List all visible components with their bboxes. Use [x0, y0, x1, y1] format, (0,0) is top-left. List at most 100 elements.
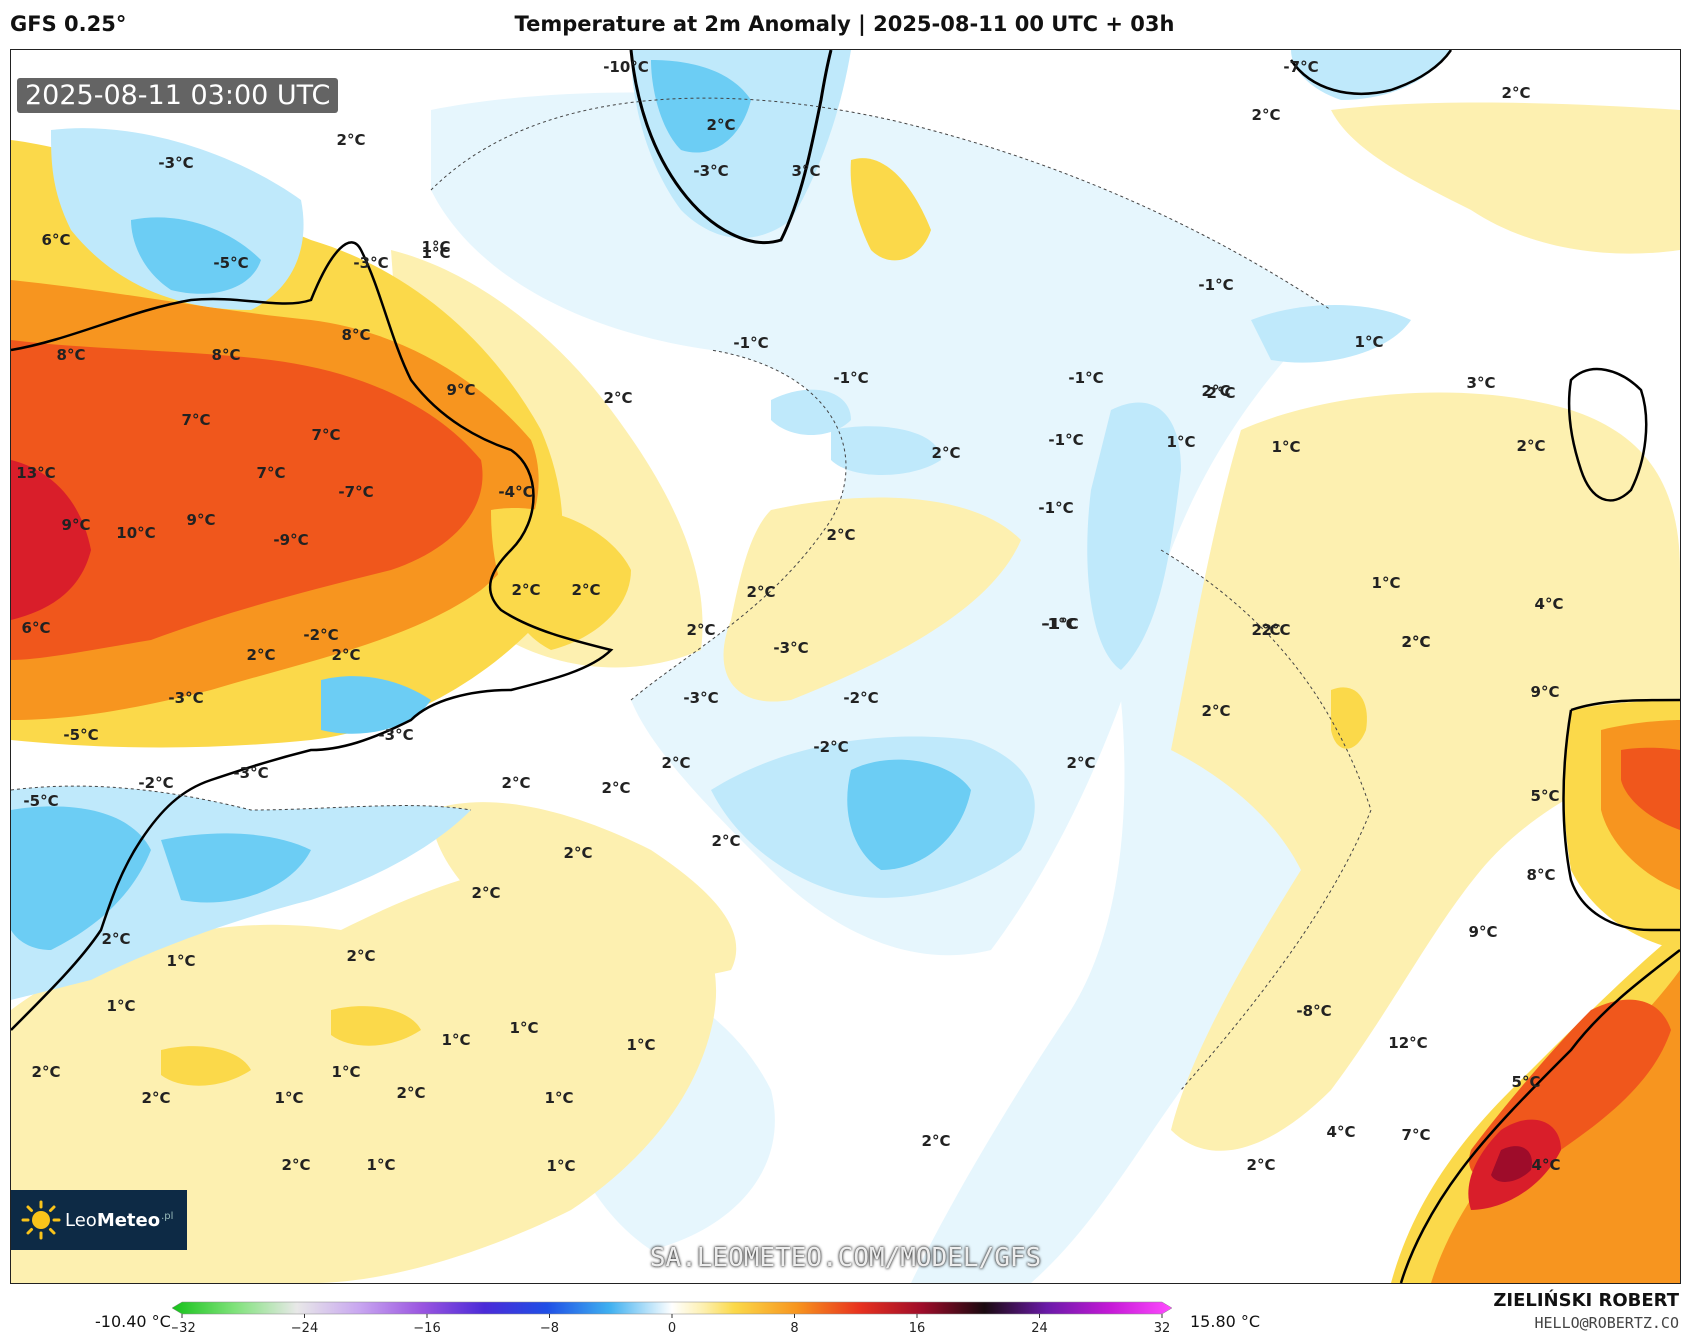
contour-label: -1°C [733, 334, 768, 352]
contour-label: 6°C [22, 619, 51, 637]
contour-label: 2°C [332, 646, 361, 664]
region-pale-yellow-midwest [431, 802, 737, 978]
region-blue-us-coast [11, 806, 151, 950]
contour-label: 2°C [712, 832, 741, 850]
contour-label: 2°C [604, 389, 633, 407]
contour-label: 7°C [312, 426, 341, 444]
contour-label: 2°C [247, 646, 276, 664]
contour-label: 9°C [1469, 923, 1498, 941]
legend-tick-label: 0 [668, 1321, 676, 1336]
contour-label: 2°C [347, 947, 376, 965]
contour-label: 8°C [212, 346, 241, 364]
logo-name-light: Leo [65, 1209, 97, 1231]
region-blue-hudson [131, 217, 261, 294]
contour-label: 3°C [792, 162, 821, 180]
map-title: Temperature at 2m Anomaly | 2025-08-11 0… [514, 12, 1175, 36]
contour-label: 9°C [62, 516, 91, 534]
contour-label: 2°C [1202, 702, 1231, 720]
region-yellow-patch-4 [850, 158, 931, 261]
region-light-blue-iceland [1251, 305, 1411, 363]
logo-name-bold: Meteo [96, 1209, 161, 1231]
contour-label: 8°C [1527, 866, 1556, 884]
leometeo-logo[interactable]: LeoMeteo.pl [11, 1190, 187, 1250]
contour-label: 2°C [602, 779, 631, 797]
region-yellow-patch-2 [161, 1046, 251, 1086]
legend-min-value: -10.40 °C [95, 1312, 171, 1331]
region-blue-south-core [847, 759, 971, 870]
author-name: ZIELIŃSKI ROBERT [1493, 1290, 1679, 1311]
contour-label: 1°C [510, 1019, 539, 1037]
legend-tick-label: 24 [1031, 1321, 1048, 1336]
zero-contour-4 [11, 785, 472, 811]
region-blue-maritimes [321, 676, 431, 734]
contour-label: -8°C [1296, 1002, 1331, 1020]
contour-label: -5°C [213, 254, 248, 272]
contour-label: -1°C [833, 369, 868, 387]
region-blue-svalbard [1291, 50, 1451, 100]
contour-label: 1°C [167, 952, 196, 970]
region-light-blue-mid [1087, 402, 1181, 670]
contour-label: 2°C [1067, 754, 1096, 772]
legend-tick-label: 32 [1154, 1321, 1171, 1336]
contour-label: 9°C [1531, 683, 1560, 701]
contour-label: 2°C [502, 774, 531, 792]
contour-label: 2°C [932, 444, 961, 462]
contour-label: 4°C [1535, 595, 1564, 613]
region-light-blue-labrador [771, 389, 851, 435]
color-scale-legend: −32 −24 −16 −8 0 8 16 24 32 [172, 1301, 1173, 1336]
contour-label: 2°C [1252, 106, 1281, 124]
contour-label: 2°C [1402, 633, 1431, 651]
contour-label: 1°C [1372, 574, 1401, 592]
legend-tick-label: 16 [909, 1321, 926, 1336]
contour-label: 2°C [922, 1132, 951, 1150]
contour-label: 2°C [472, 884, 501, 902]
legend-tick-label: −16 [413, 1321, 440, 1336]
contour-label: -1°C [1198, 276, 1233, 294]
contour-label: 2°C [1247, 1156, 1276, 1174]
contour-label: -1°C [1043, 615, 1078, 633]
contour-label: 2°C [687, 621, 716, 639]
coastline-north-america [11, 241, 614, 1031]
site-watermark: SA.LEOMETEO.COM/MODEL/GFS [649, 1243, 1042, 1273]
contour-label: 9°C [447, 381, 476, 399]
contour-label: 2°C [564, 844, 593, 862]
coastline-uk-ireland [1567, 367, 1648, 502]
anomaly-map: 2°C -3°C -5°C -3°C 6°C 8°C 8°C 8°C 7°C 7°C 9°C 13°C… [11, 50, 1680, 1283]
region-yellow-newfoundland [491, 508, 631, 650]
contour-label: -3°C [233, 764, 268, 782]
contour-label: 2°C [1207, 384, 1236, 402]
map-panel[interactable]: 2°C -3°C -5°C -3°C 6°C 8°C 8°C 8°C 7°C 7°C 9°C 13°C… [10, 49, 1681, 1284]
region-blue-greenland [651, 60, 751, 153]
legend-tick-label: 8 [790, 1321, 798, 1336]
region-yellow-patch-1 [331, 1006, 421, 1046]
contour-label: -9°C [273, 531, 308, 549]
contour-label: 9°C [187, 511, 216, 529]
contour-label: 12°C [1388, 1034, 1427, 1052]
region-yellow-patch-3 [1331, 687, 1367, 749]
contour-label: 1°C [442, 1031, 471, 1049]
contour-label: -7°C [338, 483, 373, 501]
contour-label: 4°C [1327, 1123, 1356, 1141]
contour-label: 1°C [275, 1089, 304, 1107]
region-dark-red-morocco [1491, 1146, 1532, 1182]
contour-label: 2°C [397, 1084, 426, 1102]
contour-label: 2°C [142, 1089, 171, 1107]
contour-label: -1°C [1068, 369, 1103, 387]
contour-label: 5°C [1512, 1073, 1541, 1091]
contour-label: 2°C [282, 1156, 311, 1174]
region-pale-yellow-west [11, 863, 717, 1283]
coastline-iberia [1562, 698, 1680, 932]
contour-label: 2°C [707, 116, 736, 134]
contour-labels: 2°C -3°C -5°C -3°C 6°C 8°C 8°C 8°C 7°C 7°C 9°C 13°C… [16, 58, 1563, 1175]
zero-contour-3 [1160, 549, 1372, 1091]
region-pale-yellow-centre [723, 497, 1021, 702]
contour-label: 7°C [257, 464, 286, 482]
contour-label: -2°C [303, 626, 338, 644]
contour-label: -1°C [1048, 431, 1083, 449]
author-email[interactable]: HELLO@ROBERTZ.CO [1534, 1314, 1680, 1332]
contour-label: -2°C [843, 689, 878, 707]
contour-label: 2°C [1262, 621, 1291, 639]
region-red-orange-iberia [1621, 747, 1680, 830]
contour-label: -3°C [158, 154, 193, 172]
contour-label: 7°C [1402, 1126, 1431, 1144]
